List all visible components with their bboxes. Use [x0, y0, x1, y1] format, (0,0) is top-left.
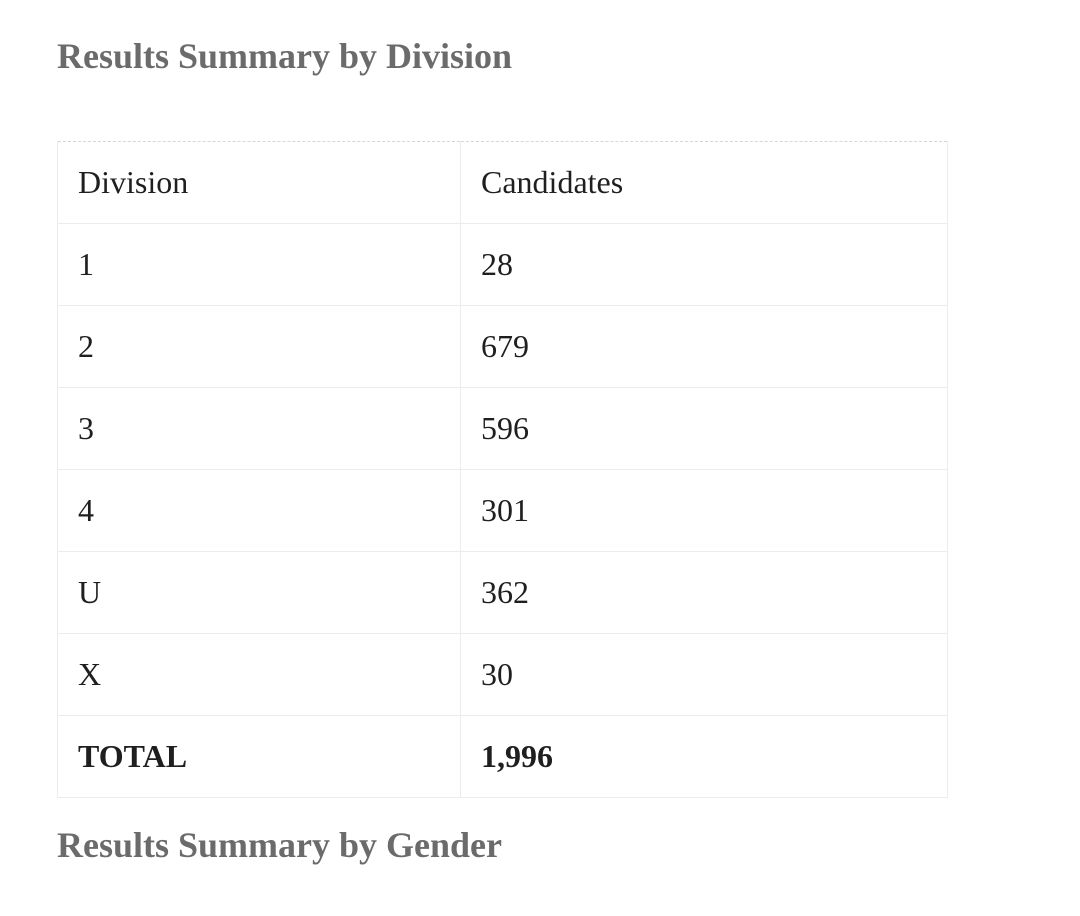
total-label-cell: TOTAL: [57, 715, 461, 798]
division-cell: 2: [57, 305, 461, 388]
candidates-cell: 28: [460, 223, 948, 306]
section-title-division: Results Summary by Division: [57, 36, 513, 76]
division-cell: 1: [57, 223, 461, 306]
column-header-division: Division: [57, 141, 461, 224]
candidates-cell: 301: [460, 469, 948, 552]
division-cell: 3: [57, 387, 461, 470]
table-row: 1 28: [57, 223, 948, 306]
candidates-cell: 596: [460, 387, 948, 470]
table-row: 4 301: [57, 469, 948, 552]
division-cell: 4: [57, 469, 461, 552]
table-row: 3 596: [57, 387, 948, 470]
section-title-gender: Results Summary by Gender: [57, 825, 503, 865]
division-cell: U: [57, 551, 461, 634]
total-candidates-cell: 1,996: [460, 715, 948, 798]
candidates-cell: 679: [460, 305, 948, 388]
table-header-row: Division Candidates: [57, 141, 948, 224]
division-results-table: Division Candidates 1 28 2 679 3 596 4 3…: [57, 141, 948, 798]
column-header-candidates: Candidates: [460, 141, 948, 224]
division-cell: X: [57, 633, 461, 716]
table-row: X 30: [57, 633, 948, 716]
table-row: U 362: [57, 551, 948, 634]
candidates-cell: 30: [460, 633, 948, 716]
results-page: Results Summary by Division Division Can…: [57, 36, 948, 865]
table-total-row: TOTAL 1,996: [57, 715, 948, 798]
candidates-cell: 362: [460, 551, 948, 634]
table-row: 2 679: [57, 305, 948, 388]
